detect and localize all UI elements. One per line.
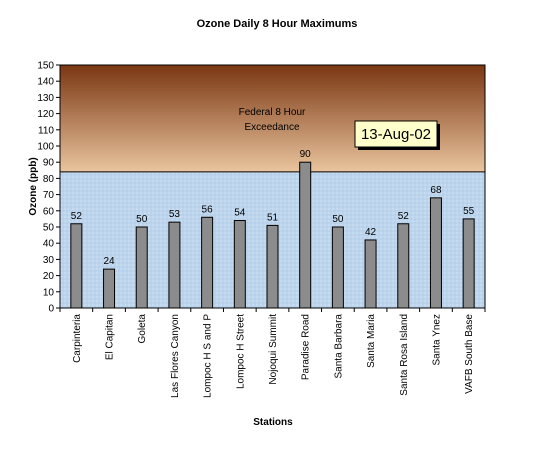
bar-value-label: 50 — [332, 214, 344, 225]
bar-value-label: 24 — [103, 256, 115, 267]
bar — [201, 216, 214, 309]
y-tick-label: 130 — [37, 93, 54, 104]
bar-value-label: 52 — [398, 211, 410, 222]
bar — [135, 226, 148, 309]
y-tick-label: 90 — [43, 158, 55, 169]
date-label: 13-Aug-02 — [361, 126, 431, 143]
bar — [168, 221, 181, 309]
x-axis-label: Stations — [253, 417, 293, 428]
bar-value-label: 55 — [463, 206, 475, 217]
plot-frame — [59, 64, 486, 309]
y-tick-label: 140 — [37, 77, 54, 88]
y-tick-label: 110 — [38, 125, 54, 136]
bar-value-label: 50 — [136, 214, 148, 225]
x-tick-label: Lompoc H S and P — [203, 314, 214, 398]
x-axis: Carpinteria El Capitan Goleta Las Flores Ca… — [59, 308, 486, 398]
bar-value-label: 56 — [202, 204, 214, 215]
y-axis: 0 10 20 30 40 50 60 70 80 90 100 110 120 130 140 150 — [37, 61, 60, 315]
y-tick-label: 80 — [43, 174, 55, 185]
x-tick-label: Paradise Road — [301, 314, 312, 380]
y-tick-label: 150 — [37, 61, 54, 72]
bar — [429, 197, 442, 309]
bar-value-label: 68 — [430, 185, 442, 196]
bar — [364, 239, 377, 309]
date-box-frame — [354, 120, 438, 148]
bar — [233, 220, 246, 309]
data-labels-group: 52 24 50 53 56 54 51 90 50 42 52 68 55 — [71, 149, 475, 267]
x-tick-label: Santa Ynez — [431, 314, 442, 366]
y-tick-label: 30 — [43, 255, 55, 266]
bars-group — [70, 161, 475, 309]
bar — [331, 226, 344, 309]
exceedance-label-line2: Exceedance — [244, 122, 299, 133]
x-tick-label: El Capitan — [105, 314, 116, 360]
y-tick-label: 10 — [43, 287, 55, 298]
y-tick-label: 70 — [43, 190, 55, 201]
bar-value-label: 90 — [300, 149, 312, 160]
y-tick-label: 20 — [43, 271, 55, 282]
bar-value-label: 53 — [169, 209, 181, 220]
x-tick-label: Nojoqui Summit — [268, 314, 279, 385]
bar — [462, 218, 475, 309]
bar — [397, 223, 410, 309]
bar — [103, 268, 116, 309]
y-tick-label: 0 — [48, 304, 54, 315]
y-axis-label: Ozone (ppb) — [28, 157, 39, 215]
x-tick-label: Santa Barbara — [333, 314, 344, 379]
x-tick-label: VAFB South Base — [464, 314, 475, 394]
bar — [70, 223, 83, 309]
y-tick-label: 100 — [37, 142, 54, 153]
exceedance-zone — [60, 65, 485, 172]
exceedance-label-line1: Federal 8 Hour — [239, 107, 306, 118]
bar — [299, 161, 312, 309]
x-tick-label: Santa Rosa Island — [399, 314, 410, 396]
y-tick-label: 50 — [43, 223, 55, 234]
x-tick-label: Santa Maria — [366, 314, 377, 368]
chart-title: Ozone Daily 8 Hour Maximums — [197, 18, 358, 30]
bar-value-label: 51 — [267, 212, 279, 223]
y-tick-label: 120 — [37, 109, 54, 120]
y-tick-label: 40 — [43, 239, 55, 250]
x-tick-label: Goleta — [137, 314, 148, 344]
bar-value-label: 42 — [365, 227, 377, 238]
x-tick-label: Las Flores Canyon — [170, 314, 181, 398]
x-tick-label: Carpinteria — [72, 314, 83, 363]
x-tick-label: Lompoc H Street — [235, 314, 246, 389]
date-box: 13-Aug-02 — [354, 120, 440, 150]
bar-value-label: 54 — [234, 208, 246, 219]
bar-value-label: 52 — [71, 211, 83, 222]
bar — [266, 224, 279, 309]
y-tick-label: 60 — [43, 206, 55, 217]
